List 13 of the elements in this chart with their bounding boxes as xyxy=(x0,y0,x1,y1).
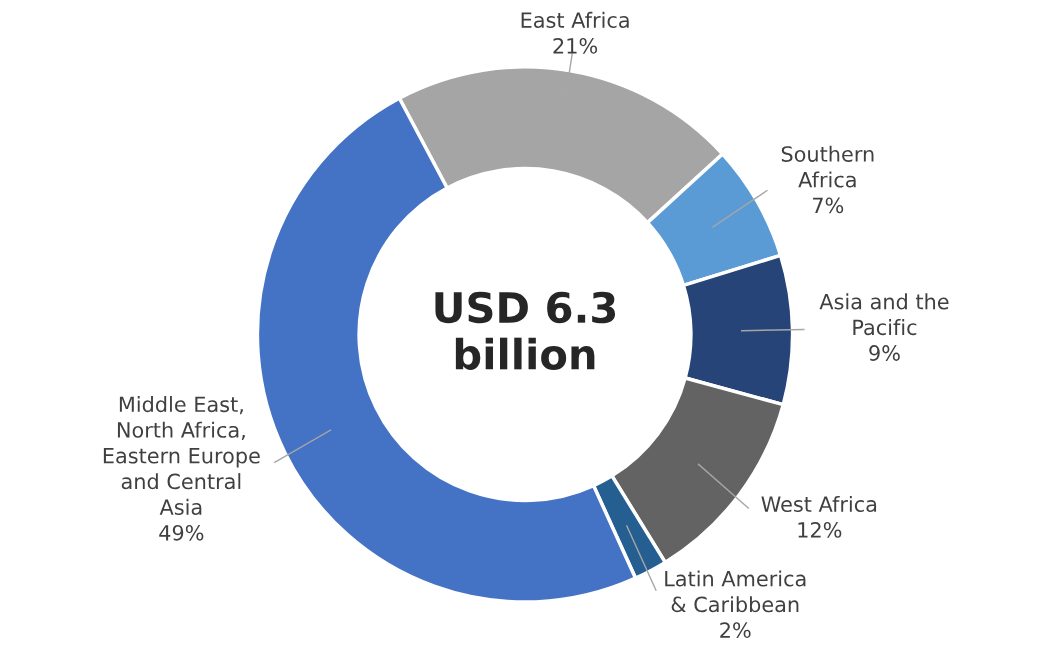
slice-label: Southern Africa xyxy=(781,145,874,188)
slice-label: Middle East, North Africa, Eastern Europe and Central Asia xyxy=(103,396,260,515)
slice-label: Latin America & Caribbean xyxy=(665,570,806,613)
data-label: 7% xyxy=(813,197,844,214)
data-label: 12% xyxy=(798,521,842,538)
slice-label: Asia and the Pacific xyxy=(819,293,949,336)
data-label: 9% xyxy=(869,345,900,361)
data-label: 49% xyxy=(159,524,204,541)
data-label: 2% xyxy=(720,622,751,638)
slice-label: West Africa xyxy=(761,495,877,513)
slice-label: East Africa xyxy=(521,11,629,28)
data-label: 21% xyxy=(553,37,598,54)
text: USD 6.3 billion xyxy=(435,291,616,370)
